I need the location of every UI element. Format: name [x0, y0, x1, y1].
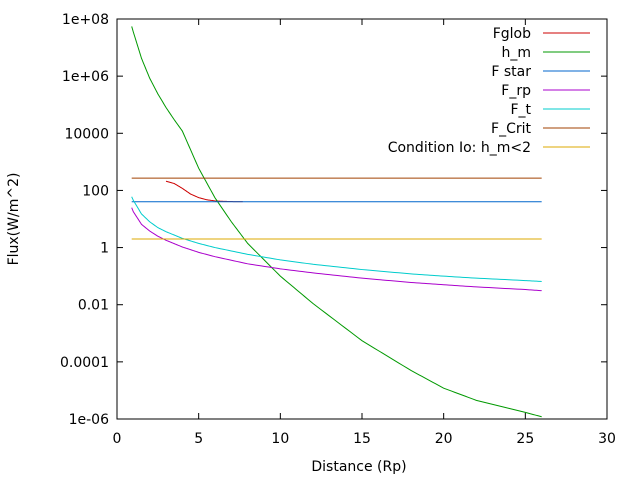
y-tick-label: 1e-06 [69, 412, 109, 428]
x-tick-label: 20 [435, 431, 453, 447]
y-axis-label: Flux(W/m^2) [6, 173, 22, 266]
series-lines [131, 26, 542, 418]
x-axis-label: Distance (Rp) [311, 459, 406, 475]
legend-label: F star [491, 64, 531, 80]
y-tick-label: 0.01 [78, 298, 109, 314]
x-tick-label: 15 [353, 431, 371, 447]
x-tick-label: 30 [598, 431, 616, 447]
x-tick-label: 0 [113, 431, 122, 447]
legend: Fglob h_m F star F_rp F_t F_Crit Condition Io:… [388, 26, 590, 156]
plot-frame [116, 18, 608, 420]
x-tick-label: 5 [194, 431, 203, 447]
ticks: 0 5 10 15 20 25 30 1e-06 0.0001 0.01 1 100 10000 1e+0… [60, 12, 616, 447]
y-tick-label: 100 [82, 183, 109, 199]
y-tick-label: 1e+06 [62, 69, 109, 85]
y-tick-label: 1e+08 [62, 12, 109, 28]
legend-label: F_rp [501, 83, 531, 99]
legend-label: F_t [510, 102, 531, 118]
y-tick-label: 0.0001 [60, 355, 109, 371]
series-line-1 [131, 26, 542, 418]
legend-label: h_m [501, 45, 531, 61]
series-line-4 [131, 196, 542, 282]
legend-label: Condition Io: h_m<2 [388, 140, 531, 156]
legend-label: F_Crit [491, 121, 531, 137]
legend-label: Fglob [493, 26, 531, 42]
series-line-3 [131, 207, 542, 292]
series-line-0 [165, 180, 243, 203]
y-tick-label: 1 [100, 241, 109, 257]
y-tick-label: 10000 [64, 126, 109, 142]
x-tick-label: 10 [271, 431, 289, 447]
x-tick-label: 25 [516, 431, 534, 447]
